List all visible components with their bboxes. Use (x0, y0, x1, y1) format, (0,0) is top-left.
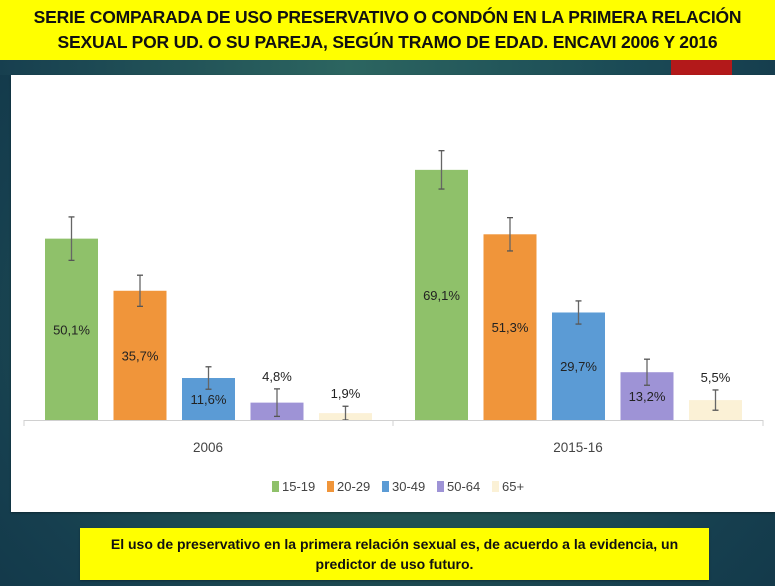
footer-note-box: El uso de preservativo en la primera rel… (80, 528, 709, 580)
bar-15-19-2015-16 (415, 169, 468, 420)
title-line-2: SEXUAL POR UD. O SU PAREJA, SEGÚN TRAMO … (57, 32, 718, 52)
error-bar (644, 358, 650, 386)
legend-swatch (327, 481, 334, 492)
legend-swatch (437, 481, 444, 492)
x-tick-label: 2006 (193, 440, 223, 455)
data-label: 51,3% (492, 320, 529, 335)
error-bar (137, 274, 143, 307)
bar-20-29-2006 (113, 290, 167, 420)
error-bar (575, 300, 582, 325)
red-accent-block (671, 60, 732, 75)
legend-label: 15-19 (282, 479, 315, 494)
legend-label: 30-49 (392, 479, 425, 494)
title-line-1: SERIE COMPARADA DE USO PRESERVATIVO O CO… (33, 7, 742, 27)
legend-label: 20-29 (337, 479, 370, 494)
legend-item-50-64: 50-64 (437, 479, 480, 494)
data-label: 35,7% (122, 348, 159, 363)
legend-swatch (492, 481, 499, 492)
error-bar (712, 389, 719, 411)
bar-20-29-2015-16 (483, 234, 537, 420)
data-label: 4,8% (262, 369, 292, 384)
data-label: 5,5% (701, 370, 731, 385)
error-bar (68, 216, 75, 262)
legend: 15-19 20-29 30-49 50-64 65+ (272, 479, 524, 494)
legend-swatch (272, 481, 279, 492)
footer-note: El uso de preservativo en la primera rel… (110, 536, 679, 572)
bar-15-19-2006 (45, 238, 98, 420)
legend-item-30-49: 30-49 (382, 479, 425, 494)
error-bar (438, 150, 445, 190)
legend-item-15-19: 15-19 (272, 479, 315, 494)
title-banner: SERIE COMPARADA DE USO PRESERVATIVO O CO… (0, 0, 775, 60)
legend-label: 65+ (502, 479, 524, 494)
data-label: 50,1% (53, 322, 90, 337)
bars-layer (45, 150, 742, 421)
error-bar (274, 388, 280, 418)
legend-label: 50-64 (447, 479, 480, 494)
data-labels-layer: 50,1% 69,1% 35,7% 51,3% 11,6% 29,7% 4,8% 13,2% 1… (53, 288, 731, 407)
bar-30-49-2015-16 (552, 312, 605, 420)
legend-item-20-29: 20-29 (327, 479, 370, 494)
legend-item-65+: 65+ (492, 479, 524, 494)
data-label: 29,7% (560, 359, 597, 374)
decorative-band (0, 60, 775, 75)
error-bar (507, 216, 513, 252)
x-axis: 2006 2015-16 (23, 420, 764, 455)
legend-swatch (382, 481, 389, 492)
data-label: 1,9% (331, 386, 361, 401)
data-label: 11,6% (191, 392, 227, 407)
x-tick-label: 2015-16 (553, 440, 603, 455)
data-label: 13,2% (629, 389, 666, 404)
error-bar (205, 366, 212, 390)
data-label: 69,1% (423, 288, 460, 303)
page-title: SERIE COMPARADA DE USO PRESERVATIVO O CO… (34, 5, 742, 55)
